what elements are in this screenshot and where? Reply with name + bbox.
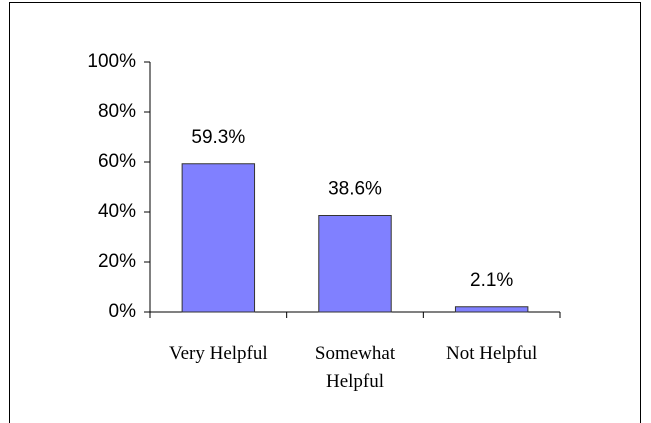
bar — [318, 215, 392, 313]
bar — [454, 306, 529, 313]
y-tick-label: 80% — [98, 101, 136, 122]
y-tick-label: 100% — [87, 51, 136, 72]
x-tick-label: Somewhat Helpful — [314, 343, 396, 392]
y-tick-label: 0% — [109, 301, 137, 322]
y-tick-label: 60% — [98, 151, 136, 172]
bar — [181, 163, 256, 313]
frame — [9, 2, 641, 423]
y-tick-label: 40% — [98, 201, 136, 222]
y-tick-label: 20% — [98, 251, 136, 272]
x-tick-label: Very Helpful — [168, 343, 268, 364]
x-tick-label: Not Helpful — [446, 343, 538, 364]
data-label: 38.6% — [328, 179, 382, 200]
data-label: 2.1% — [470, 270, 513, 291]
data-label: 59.3% — [191, 127, 245, 148]
